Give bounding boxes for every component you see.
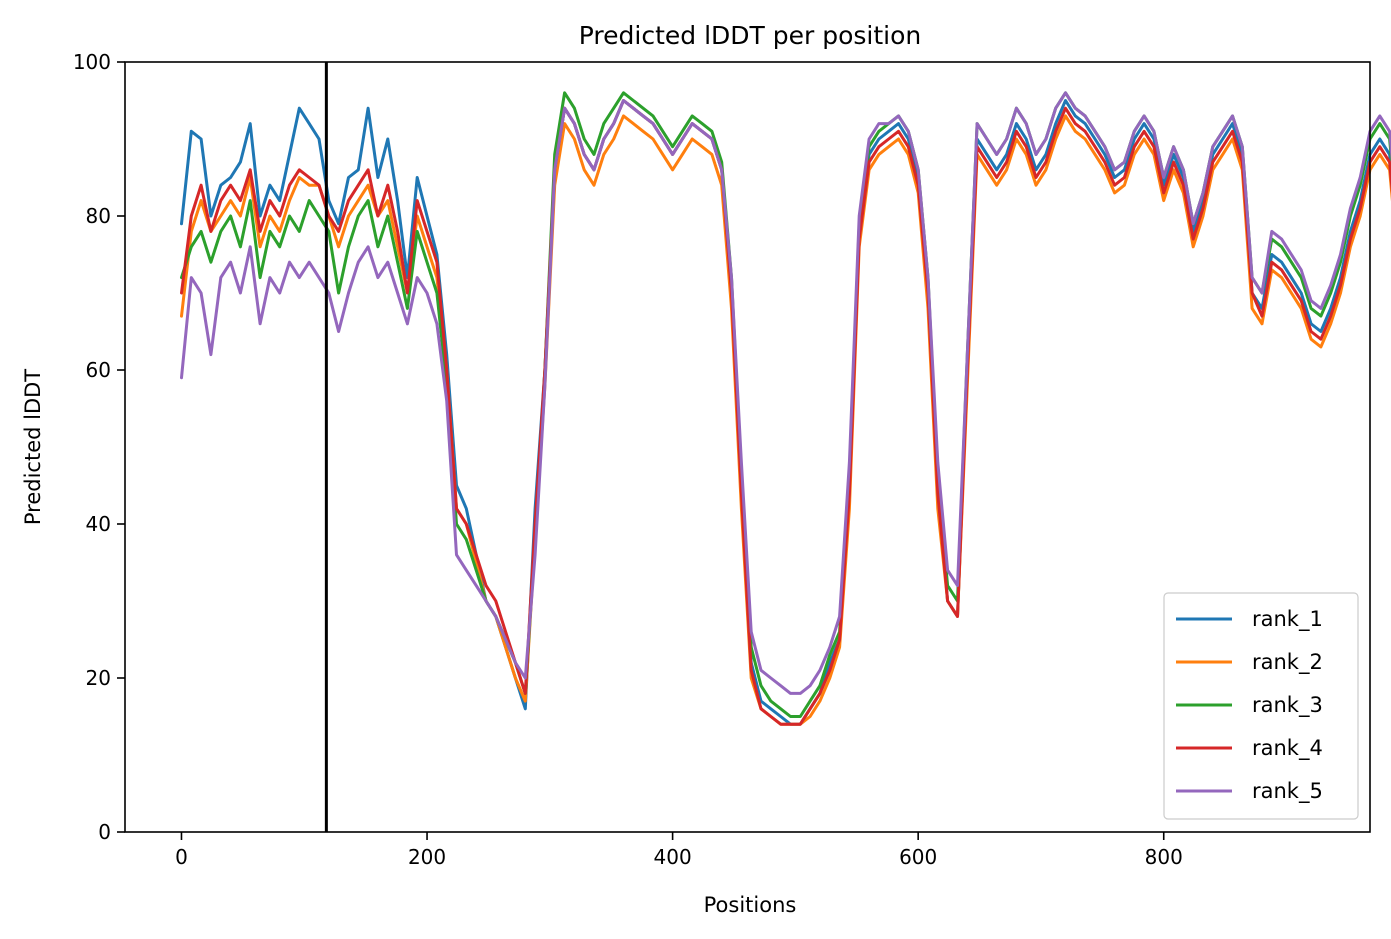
y-tick-label: 80 — [86, 204, 111, 228]
y-tick-label: 60 — [86, 358, 111, 382]
legend-label-rank-1: rank_1 — [1252, 607, 1323, 632]
legend-frame — [1163, 592, 1359, 820]
x-axis-ticks: 0 200 400 600 800 — [175, 832, 1183, 869]
y-axis-ticks: 0 20 40 60 80 100 — [73, 50, 125, 844]
legend-label-rank-2: rank_2 — [1252, 650, 1323, 675]
y-tick-label: 40 — [86, 512, 111, 536]
legend-label-rank-5: rank_5 — [1252, 779, 1323, 804]
plot-area-frame — [124, 61, 1371, 833]
series-line-rank-2 — [180, 114, 1391, 726]
y-axis-label: Predicted lDDT — [21, 369, 45, 525]
legend: rank_1 rank_2 rank_3 rank_4 rank_5 — [1163, 592, 1359, 820]
x-tick-label: 800 — [1145, 845, 1183, 869]
x-tick-label: 600 — [899, 845, 937, 869]
x-tick-label: 200 — [408, 845, 446, 869]
y-tick-label: 100 — [73, 50, 111, 74]
legend-items: rank_1 rank_2 rank_3 rank_4 rank_5 — [1176, 607, 1323, 804]
series-line-rank-3 — [180, 91, 1391, 718]
x-tick-label: 0 — [175, 845, 188, 869]
series-line-rank-5 — [180, 91, 1391, 695]
chart-title: Predicted lDDT per position — [579, 21, 921, 50]
y-tick-label: 0 — [98, 820, 111, 844]
legend-label-rank-3: rank_3 — [1252, 693, 1323, 718]
legend-label-rank-4: rank_4 — [1252, 736, 1323, 761]
series-layer — [180, 91, 1391, 726]
x-tick-label: 400 — [654, 845, 692, 869]
y-tick-label: 20 — [86, 666, 111, 690]
x-axis-label: Positions — [704, 893, 797, 917]
